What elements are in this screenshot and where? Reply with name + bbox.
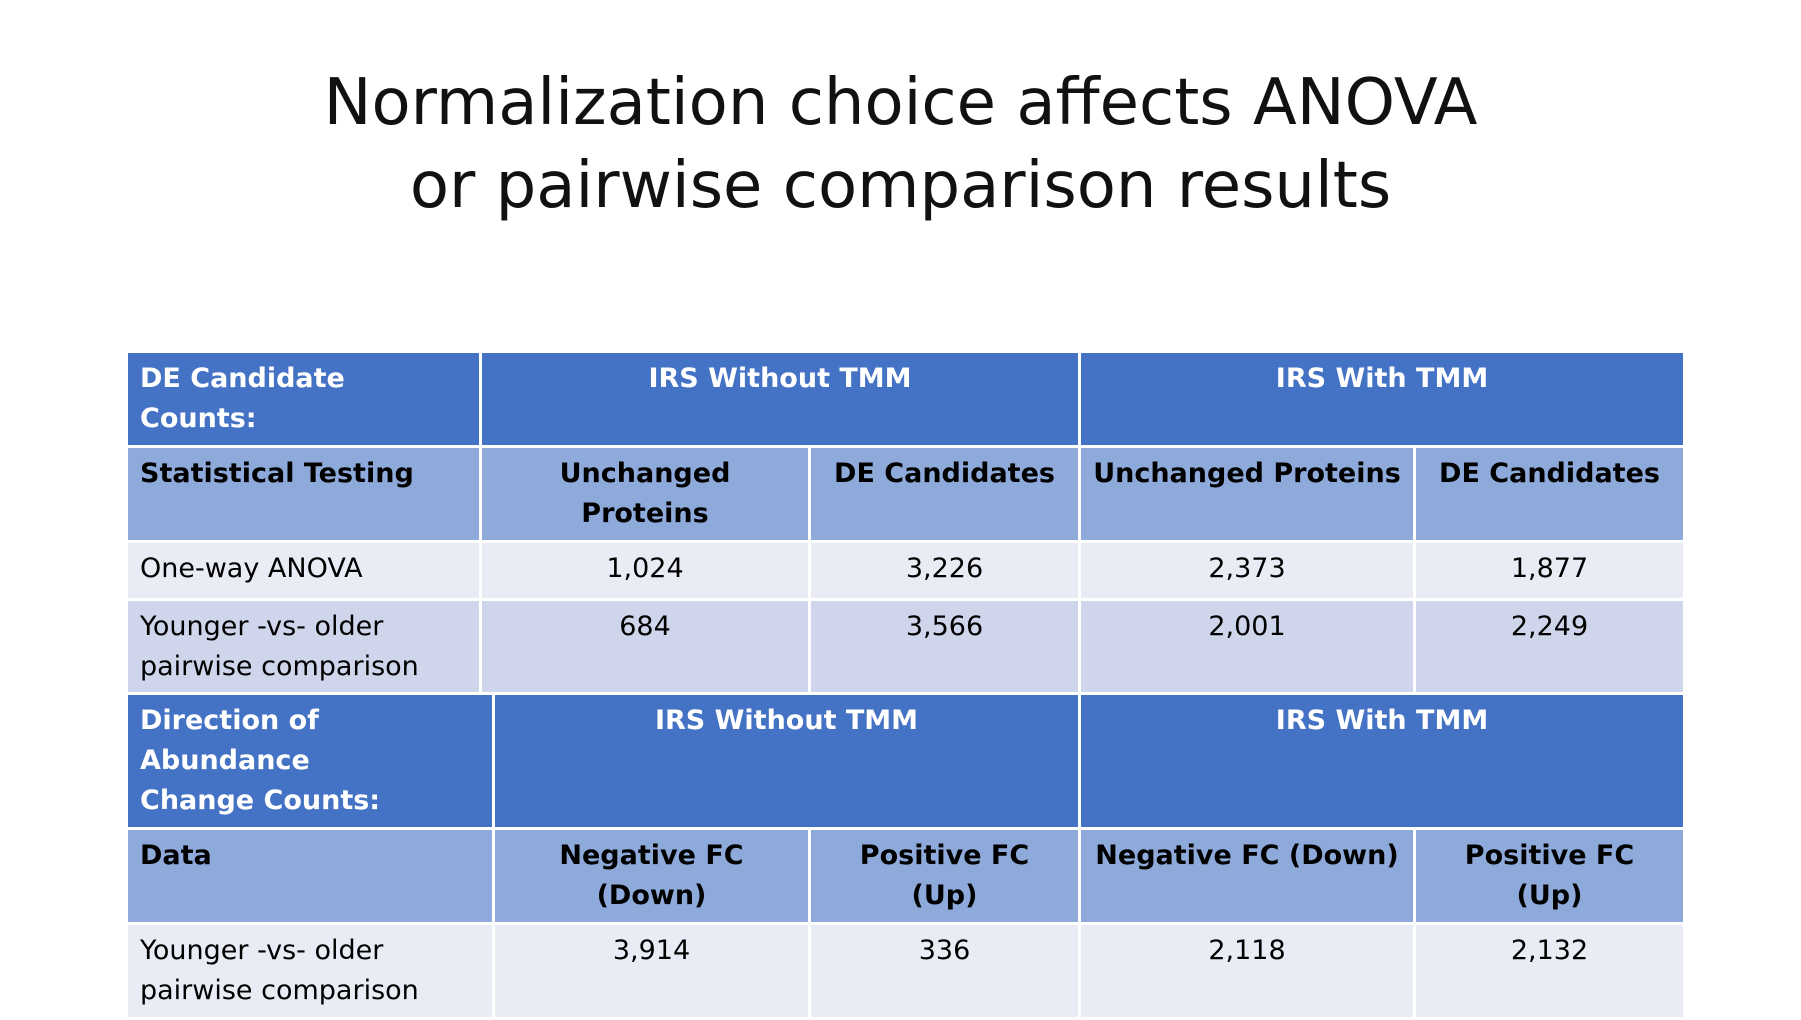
row-label: One-way ANOVA <box>125 540 482 601</box>
table-cell: 3,566 <box>808 598 1081 696</box>
column-header: Negative FC (Down) <box>1078 827 1416 925</box>
column-header: Unchanged Proteins <box>479 445 811 543</box>
table-cell: 336 <box>808 922 1081 1020</box>
column-header: Positive FC (Up) <box>1413 827 1686 925</box>
table-cell: 3,914 <box>492 922 811 1020</box>
table-cell: 684 <box>479 598 811 696</box>
de-candidate-counts-table: DE Candidate Counts: IRS Without TMM IRS… <box>125 350 1686 696</box>
table-cell: 2,373 <box>1078 540 1416 601</box>
table-row: Younger -vs- older pairwise comparison 6… <box>125 598 1686 696</box>
column-header: Data <box>125 827 495 925</box>
corner-label-line-2: Change Counts: <box>140 785 381 816</box>
row-label-line-2: pairwise comparison <box>140 651 419 682</box>
group-header-irs-without-tmm: IRS Without TMM <box>492 692 1081 830</box>
table-corner-label: DE Candidate Counts: <box>125 350 482 448</box>
table-cell: 1,024 <box>479 540 811 601</box>
table-row: Younger -vs- older pairwise comparison 3… <box>125 922 1686 1020</box>
corner-label-line-1: Direction of Abundance <box>140 705 319 776</box>
table-subheader-row: Statistical Testing Unchanged Proteins D… <box>125 445 1686 543</box>
slide-title: Normalization choice affects ANOVA or pa… <box>0 62 1801 228</box>
column-header: Statistical Testing <box>125 445 482 543</box>
table-corner-label: Direction of Abundance Change Counts: <box>125 692 495 830</box>
table-cell: 2,001 <box>1078 598 1416 696</box>
column-header: Positive FC (Up) <box>808 827 1081 925</box>
slide-title-line-1: Normalization choice affects ANOVA <box>323 66 1478 140</box>
column-header: Negative FC (Down) <box>492 827 811 925</box>
group-header-irs-without-tmm: IRS Without TMM <box>479 350 1081 448</box>
table-cell: 2,132 <box>1413 922 1686 1020</box>
table-cell: 2,118 <box>1078 922 1416 1020</box>
table-subheader-row: Data Negative FC (Down) Positive FC (Up)… <box>125 827 1686 925</box>
table-cell: 1,877 <box>1413 540 1686 601</box>
column-header: DE Candidates <box>1413 445 1686 543</box>
table-cell: 3,226 <box>808 540 1081 601</box>
abundance-direction-table: Direction of Abundance Change Counts: IR… <box>125 692 1686 1020</box>
table-header-row: DE Candidate Counts: IRS Without TMM IRS… <box>125 350 1686 448</box>
column-header: Unchanged Proteins <box>1078 445 1416 543</box>
row-label-line-1: Younger -vs- older <box>140 935 384 966</box>
row-label: Younger -vs- older pairwise comparison <box>125 598 482 696</box>
table-cell: 2,249 <box>1413 598 1686 696</box>
column-header: DE Candidates <box>808 445 1081 543</box>
slide-title-line-2: or pairwise comparison results <box>409 149 1392 223</box>
table-row: One-way ANOVA 1,024 3,226 2,373 1,877 <box>125 540 1686 601</box>
group-header-irs-with-tmm: IRS With TMM <box>1078 350 1686 448</box>
group-header-irs-with-tmm: IRS With TMM <box>1078 692 1686 830</box>
row-label-line-2: pairwise comparison <box>140 975 419 1006</box>
row-label: Younger -vs- older pairwise comparison <box>125 922 495 1020</box>
row-label-line-1: Younger -vs- older <box>140 611 384 642</box>
table-header-row: Direction of Abundance Change Counts: IR… <box>125 692 1686 830</box>
